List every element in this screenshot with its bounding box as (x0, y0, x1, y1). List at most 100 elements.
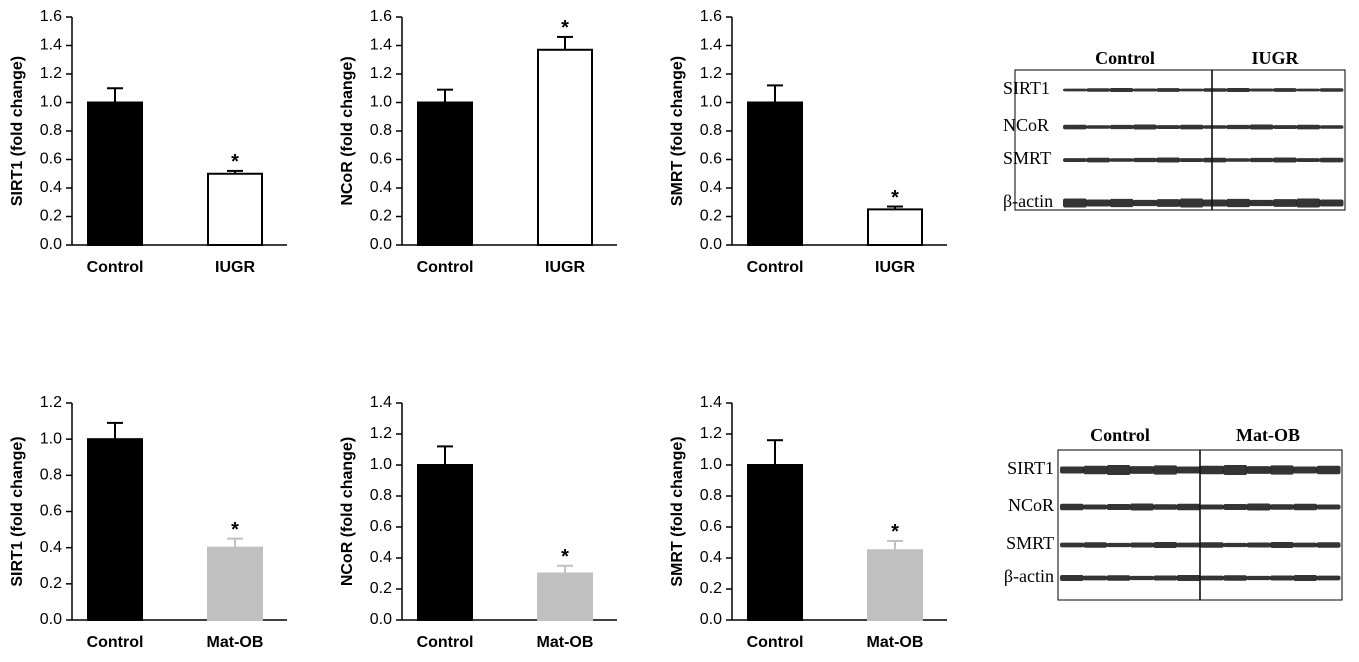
blot-band (1270, 465, 1294, 474)
blot-band (1270, 504, 1294, 509)
blot-band (1110, 158, 1134, 162)
blot-band (1107, 543, 1131, 547)
blot-row-label: SIRT1 (1003, 78, 1050, 98)
blot-band (1247, 504, 1271, 511)
blot-band (1133, 125, 1157, 130)
y-tick-label: 0.0 (370, 611, 392, 628)
x-tick-label: IUGR (545, 259, 585, 276)
blot-row-label: SIRT1 (1007, 458, 1054, 478)
blot-band (1177, 543, 1201, 548)
blot-band (1153, 542, 1177, 548)
y-tick-label: 1.2 (700, 425, 722, 442)
blot-band (1223, 543, 1247, 547)
y-axis-label: SIRT1 (fold change) (9, 436, 26, 586)
bar (208, 174, 262, 245)
y-axis-label: NCoR (fold change) (339, 56, 356, 205)
blot-row-label: NCoR (1008, 495, 1054, 515)
blot-band (1320, 158, 1344, 163)
x-tick-label: Mat-OB (537, 634, 594, 651)
blot-band (1107, 504, 1131, 510)
bar (418, 465, 472, 620)
y-tick-label: 0.0 (370, 236, 392, 253)
annotation: * (561, 546, 569, 568)
y-tick-label: 1.4 (370, 37, 392, 54)
blot-band (1153, 465, 1177, 474)
blot-band (1250, 125, 1274, 130)
blot-band (1083, 505, 1107, 510)
blot-band (1293, 543, 1317, 548)
y-tick-label: 0.4 (40, 539, 62, 556)
blot-band (1273, 199, 1297, 207)
x-tick-label: IUGR (215, 259, 255, 276)
y-tick-label: 1.2 (700, 65, 722, 82)
blot-band (1063, 89, 1087, 92)
blot-row-label: NCoR (1003, 115, 1049, 135)
blot-band (1180, 158, 1204, 162)
y-tick-label: 1.6 (370, 8, 392, 25)
blot-band (1130, 542, 1154, 547)
figure: 0.0 0.2 0.4 0.6 0.8 1.0 1.2 1.4 1.6 SIRT1 (fold c… (0, 0, 1359, 662)
bar (748, 103, 802, 246)
blot-band (1086, 88, 1110, 91)
y-tick-label: 0.8 (370, 122, 392, 139)
y-tick-label: 1.0 (700, 94, 722, 111)
y-tick-label: 0.0 (40, 611, 62, 628)
y-tick-label: 0.2 (700, 208, 722, 225)
bar (208, 548, 262, 620)
blot-column-label: Mat-OB (1236, 425, 1300, 445)
blot-band (1296, 89, 1320, 92)
y-tick-label: 0.0 (40, 236, 62, 253)
y-tick-label: 0.8 (700, 487, 722, 504)
blot-band (1247, 576, 1271, 580)
y-tick-label: 0.0 (700, 236, 722, 253)
blot-band (1226, 199, 1250, 207)
x-tick-label: Control (87, 259, 144, 276)
annotation: * (561, 17, 569, 39)
blot-band (1133, 158, 1157, 162)
y-tick-label: 0.2 (370, 208, 392, 225)
blot-band (1296, 199, 1320, 208)
y-tick-label: 1.2 (370, 65, 392, 82)
x-tick-label: Control (747, 634, 804, 651)
y-axis-label: SMRT (fold change) (669, 56, 686, 206)
y-tick-label: 1.4 (40, 37, 62, 54)
bar (418, 103, 472, 246)
x-tick-label: IUGR (875, 259, 915, 276)
blot-band (1063, 199, 1087, 208)
blot-band (1177, 504, 1201, 510)
y-tick-label: 1.0 (40, 94, 62, 111)
y-axis-label: SMRT (fold change) (669, 436, 686, 586)
blot-band (1107, 575, 1131, 581)
y-tick-label: 1.0 (370, 456, 392, 473)
blot-band (1133, 88, 1157, 91)
y-tick-label: 1.2 (370, 425, 392, 442)
blot-row-label: β-actin (1003, 191, 1053, 211)
blot-band (1247, 466, 1271, 474)
annotation: * (231, 151, 239, 173)
blot-band (1110, 125, 1134, 129)
blot-band (1060, 575, 1084, 581)
x-tick-label: Control (417, 634, 474, 651)
blot-band (1200, 576, 1224, 581)
blot-band (1177, 575, 1201, 581)
blot-band (1273, 158, 1297, 163)
blot-row-label: β-actin (1004, 566, 1054, 586)
y-tick-label: 0.4 (700, 179, 722, 196)
blot-band (1060, 504, 1084, 510)
blot-band (1086, 125, 1110, 129)
blot-band (1317, 466, 1341, 475)
y-axis-label: SIRT1 (fold change) (9, 56, 26, 206)
blot-band (1156, 199, 1180, 207)
blot-band (1083, 466, 1107, 475)
y-tick-label: 0.6 (40, 151, 62, 168)
annotation: * (891, 187, 899, 209)
blot-band (1247, 542, 1271, 547)
blot-band (1130, 504, 1154, 511)
y-tick-label: 0.8 (370, 487, 392, 504)
y-tick-label: 1.4 (700, 394, 722, 411)
blot-band (1110, 88, 1134, 92)
blot-band (1320, 200, 1344, 207)
blot-band (1203, 88, 1227, 91)
annotation: * (231, 519, 239, 541)
y-tick-label: 0.6 (700, 151, 722, 168)
